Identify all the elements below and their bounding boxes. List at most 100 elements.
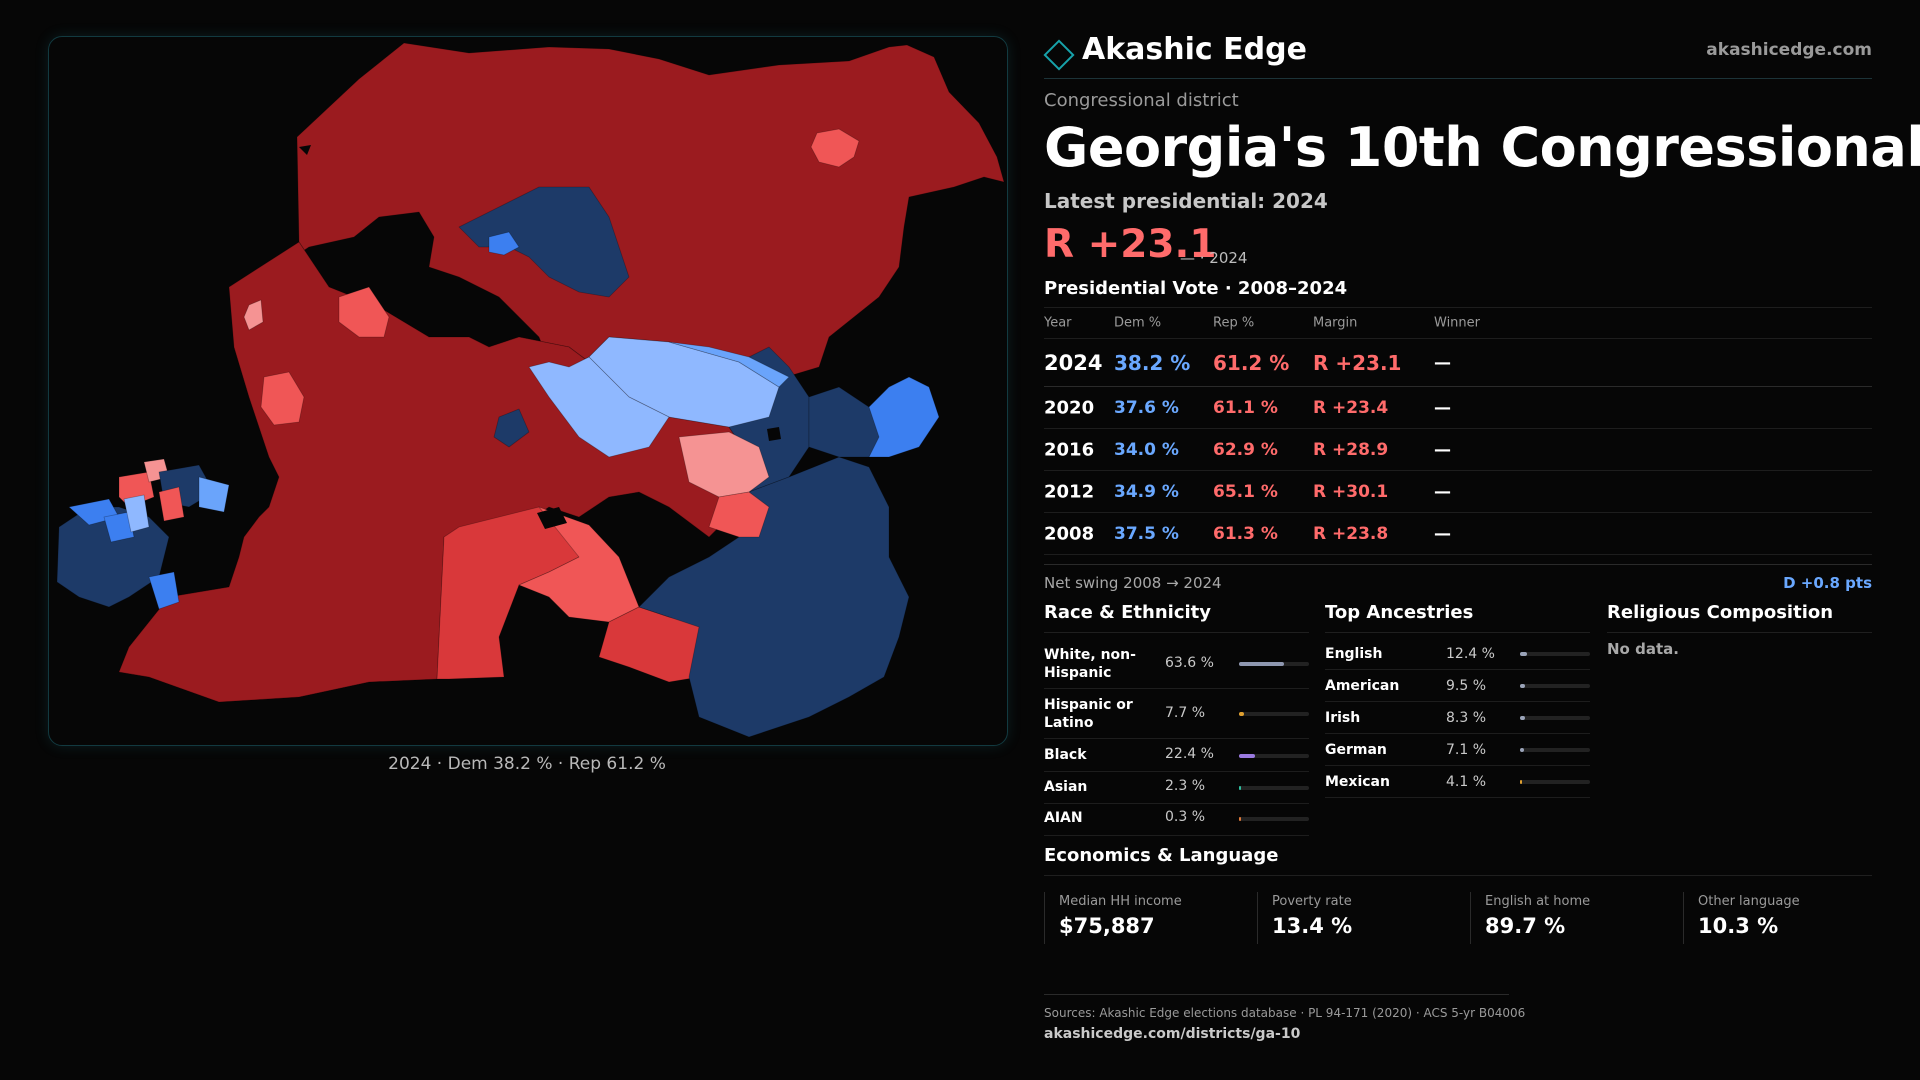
ancestry-bar-track [1520, 780, 1590, 784]
econ-stat-value: $75,887 [1059, 914, 1155, 938]
map-region[interactable] [668, 341, 790, 388]
map-region[interactable] [338, 286, 390, 338]
race-bar [1239, 712, 1245, 716]
map-region[interactable] [260, 371, 305, 426]
row-rep-pct: 61.3 % [1213, 523, 1278, 544]
race-row: Hispanic or Latino 7.7 % [1044, 690, 1309, 739]
row-margin: R +23.4 [1313, 397, 1389, 418]
page-kicker: Congressional district [1044, 90, 1239, 111]
row-year: 2012 [1044, 481, 1095, 502]
table-row: 2020 37.6 % 61.1 % R +23.4 — [1044, 387, 1872, 429]
econ-stat-value: 89.7 % [1485, 914, 1566, 938]
map-region[interactable] [518, 506, 640, 623]
ancestry-bar [1520, 684, 1526, 688]
econ-stat-label: Poverty rate [1272, 894, 1352, 909]
map-region[interactable] [868, 376, 940, 458]
map-region[interactable] [103, 511, 135, 543]
race-bar-track [1239, 786, 1309, 790]
margin-headline: R +23.1 [1044, 222, 1217, 267]
economics-section-title: Economics & Language [1044, 845, 1279, 866]
ancestry-bar [1520, 748, 1524, 752]
map-region[interactable] [493, 408, 530, 448]
ancestry-label: German [1325, 742, 1387, 758]
row-dem-pct: 37.6 % [1114, 397, 1179, 418]
race-row: Black 22.4 % [1044, 740, 1309, 772]
brand-url-link[interactable]: akashicedge.com [1706, 40, 1872, 60]
map-region[interactable] [638, 456, 910, 738]
map-region[interactable] [123, 494, 150, 533]
table-row: 2024 38.2 % 61.2 % R +23.1 — [1044, 339, 1872, 387]
econ-stat-label: Median HH income [1059, 894, 1182, 909]
map-holes [299, 145, 781, 529]
row-winner: — [1434, 352, 1451, 373]
econ-stat: Other language 10.3 % [1683, 892, 1896, 944]
ancestry-label: Mexican [1325, 774, 1390, 790]
ancestry-value: 8.3 % [1446, 710, 1487, 726]
race-bar [1239, 662, 1284, 666]
race-value: 0.3 % [1165, 809, 1206, 825]
brand-header: Akashic Edge akashicedge.com [1043, 32, 1872, 79]
table-row: 2012 34.9 % 65.1 % R +30.1 — [1044, 471, 1872, 513]
row-winner: — [1434, 523, 1451, 544]
race-value: 63.6 % [1165, 655, 1214, 671]
row-margin: R +30.1 [1313, 481, 1389, 502]
ancestry-row: Mexican 4.1 % [1325, 766, 1590, 798]
column-header-rep: Rep % [1213, 315, 1255, 331]
row-rep-pct: 61.1 % [1213, 397, 1278, 418]
column-header-year: Year [1044, 315, 1072, 331]
district-url-link[interactable]: akashicedge.com/districts/ga-10 [1044, 1026, 1301, 1042]
ancestry-value: 4.1 % [1446, 774, 1487, 790]
map-region[interactable] [678, 431, 770, 498]
race-bar [1239, 817, 1242, 821]
column-header-dem: Dem % [1114, 315, 1162, 331]
page-title: Georgia's 10th Congressional District [1044, 116, 1920, 179]
race-value: 22.4 % [1165, 746, 1214, 762]
map-region[interactable] [198, 476, 230, 513]
map-region[interactable] [158, 486, 185, 522]
map-region[interactable] [243, 299, 264, 331]
ancestry-row: English 12.4 % [1325, 638, 1590, 670]
ancestry-label: Irish [1325, 710, 1361, 726]
religion-no-data: No data. [1607, 640, 1679, 658]
race-value: 2.3 % [1165, 778, 1206, 794]
divider [1044, 632, 1309, 633]
race-bar-track [1239, 662, 1309, 666]
race-section-title: Race & Ethnicity [1044, 602, 1211, 623]
margin-subtext: — · 2024 [1180, 249, 1248, 267]
ancestry-row: American 9.5 % [1325, 670, 1590, 702]
net-swing-row: Net swing 2008 → 2024 D +0.8 pts [1044, 564, 1872, 601]
row-margin: R +28.9 [1313, 439, 1389, 460]
row-dem-pct: 34.9 % [1114, 481, 1179, 502]
column-header-margin: Margin [1313, 315, 1358, 331]
race-row: AIAN 0.3 % [1044, 804, 1309, 836]
race-label: AIAN [1044, 810, 1083, 826]
map-region[interactable] [118, 241, 750, 703]
row-year: 2020 [1044, 397, 1095, 418]
map-region[interactable] [810, 128, 860, 168]
race-row: Asian 2.3 % [1044, 772, 1309, 804]
map-region[interactable] [708, 491, 770, 538]
race-label: Hispanic or Latino [1044, 697, 1133, 731]
ancestry-bar [1520, 780, 1523, 784]
district-map[interactable] [48, 36, 1008, 746]
race-bar-track [1239, 817, 1309, 821]
row-year: 2016 [1044, 439, 1095, 460]
district-map-svg [56, 42, 1005, 738]
divider [1044, 875, 1872, 876]
econ-stat-label: Other language [1698, 894, 1800, 909]
ancestry-row: German 7.1 % [1325, 734, 1590, 766]
row-winner: — [1434, 439, 1451, 460]
row-year: 2024 [1044, 350, 1103, 375]
ancestry-bar [1520, 652, 1527, 656]
latest-presidential-label: Latest presidential: 2024 [1044, 189, 1328, 213]
map-region[interactable] [488, 231, 520, 256]
presidential-vote-table: Year Dem % Rep % Margin Winner 2024 38.2… [1044, 307, 1872, 555]
econ-stat-value: 13.4 % [1272, 914, 1353, 938]
district-panel: Akashic Edge akashicedge.com Congression… [1043, 0, 1920, 1080]
econ-stat: Median HH income $75,887 [1044, 892, 1257, 944]
divider [1044, 994, 1509, 995]
race-label: White, non-Hispanic [1044, 647, 1136, 681]
map-region[interactable] [148, 571, 180, 610]
map-region[interactable] [528, 356, 670, 458]
row-rep-pct: 65.1 % [1213, 481, 1278, 502]
